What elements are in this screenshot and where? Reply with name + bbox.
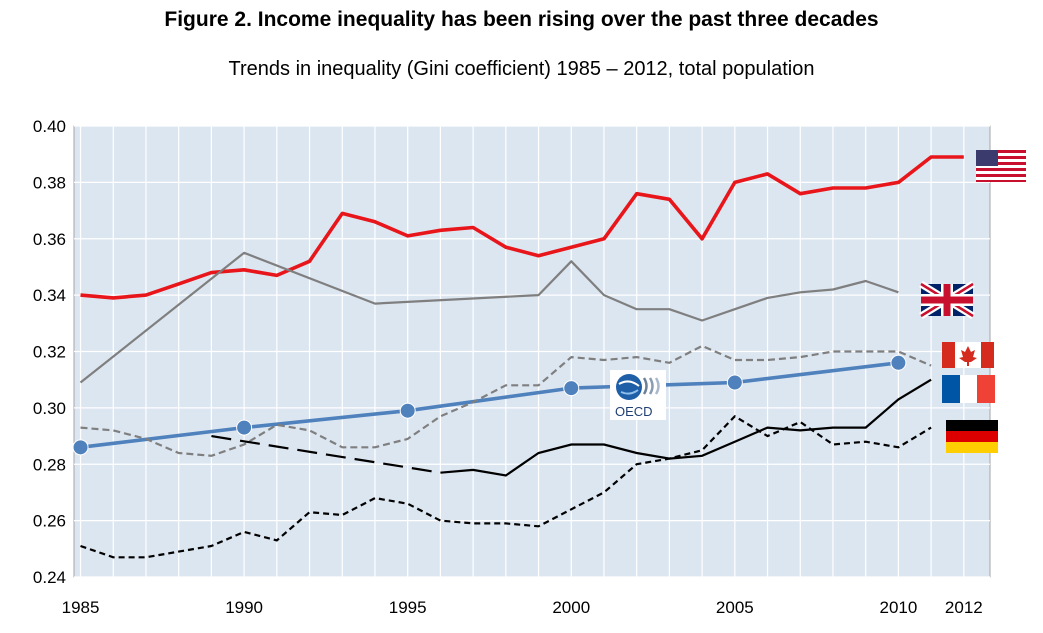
uk-line (79, 251, 899, 384)
chart-subtitle: Trends in inequality (Gini coefficient) … (228, 58, 815, 80)
canada-series (80, 344, 932, 457)
x-tick-label: 2010 (879, 598, 917, 617)
y-axis-ticks: 0.24 0.26 0.28 0.30 0.32 0.34 0.36 0.38 0.40 (33, 117, 66, 587)
y-tick-label: 0.40 (33, 117, 66, 136)
usa-flag-icon (976, 150, 1026, 182)
x-tick-label: 2005 (716, 598, 754, 617)
y-tick-label: 0.28 (33, 455, 66, 474)
oecd-point (236, 419, 253, 436)
oecd-line (80, 361, 899, 450)
canada-flag-icon (942, 342, 994, 368)
x-tick-label: 1990 (225, 598, 263, 617)
svg-text:OECD: OECD (615, 404, 653, 419)
y-tick-label: 0.36 (33, 230, 66, 249)
x-axis-ticks: 1985 1990 1995 2000 2005 2010 2012 (62, 598, 983, 617)
france-line-dashed (211, 435, 441, 474)
germany-series (80, 415, 932, 559)
oecd-point (399, 402, 416, 419)
x-tick-label: 1995 (389, 598, 427, 617)
france-line (440, 378, 932, 477)
chart-title: Figure 2. Income inequality has been ris… (164, 8, 879, 31)
oecd-point (726, 374, 743, 391)
oecd-point (72, 439, 89, 456)
germany-flag-icon (946, 420, 998, 453)
x-tick-label: 1985 (62, 598, 100, 617)
x-tick-label: 2000 (552, 598, 590, 617)
usa-line (80, 155, 964, 300)
oecd-point (890, 354, 907, 371)
y-tick-label: 0.32 (33, 343, 66, 362)
germany-line (80, 415, 932, 559)
oecd-logo-icon: OECD (610, 370, 666, 420)
y-tick-label: 0.24 (33, 568, 66, 587)
canada-line (80, 344, 932, 457)
uk-series (79, 251, 899, 384)
series-layer (72, 155, 964, 559)
usa-series (80, 155, 964, 300)
uk-flag-icon (919, 281, 975, 319)
oecd-point (563, 380, 580, 397)
oecd-series (72, 354, 907, 456)
y-tick-label: 0.26 (33, 512, 66, 531)
france-flag-icon (942, 375, 995, 403)
y-tick-label: 0.38 (33, 173, 66, 192)
y-tick-label: 0.34 (33, 286, 66, 305)
france-series (211, 378, 932, 477)
y-tick-label: 0.30 (33, 399, 66, 418)
x-tick-label: 2012 (945, 598, 983, 617)
